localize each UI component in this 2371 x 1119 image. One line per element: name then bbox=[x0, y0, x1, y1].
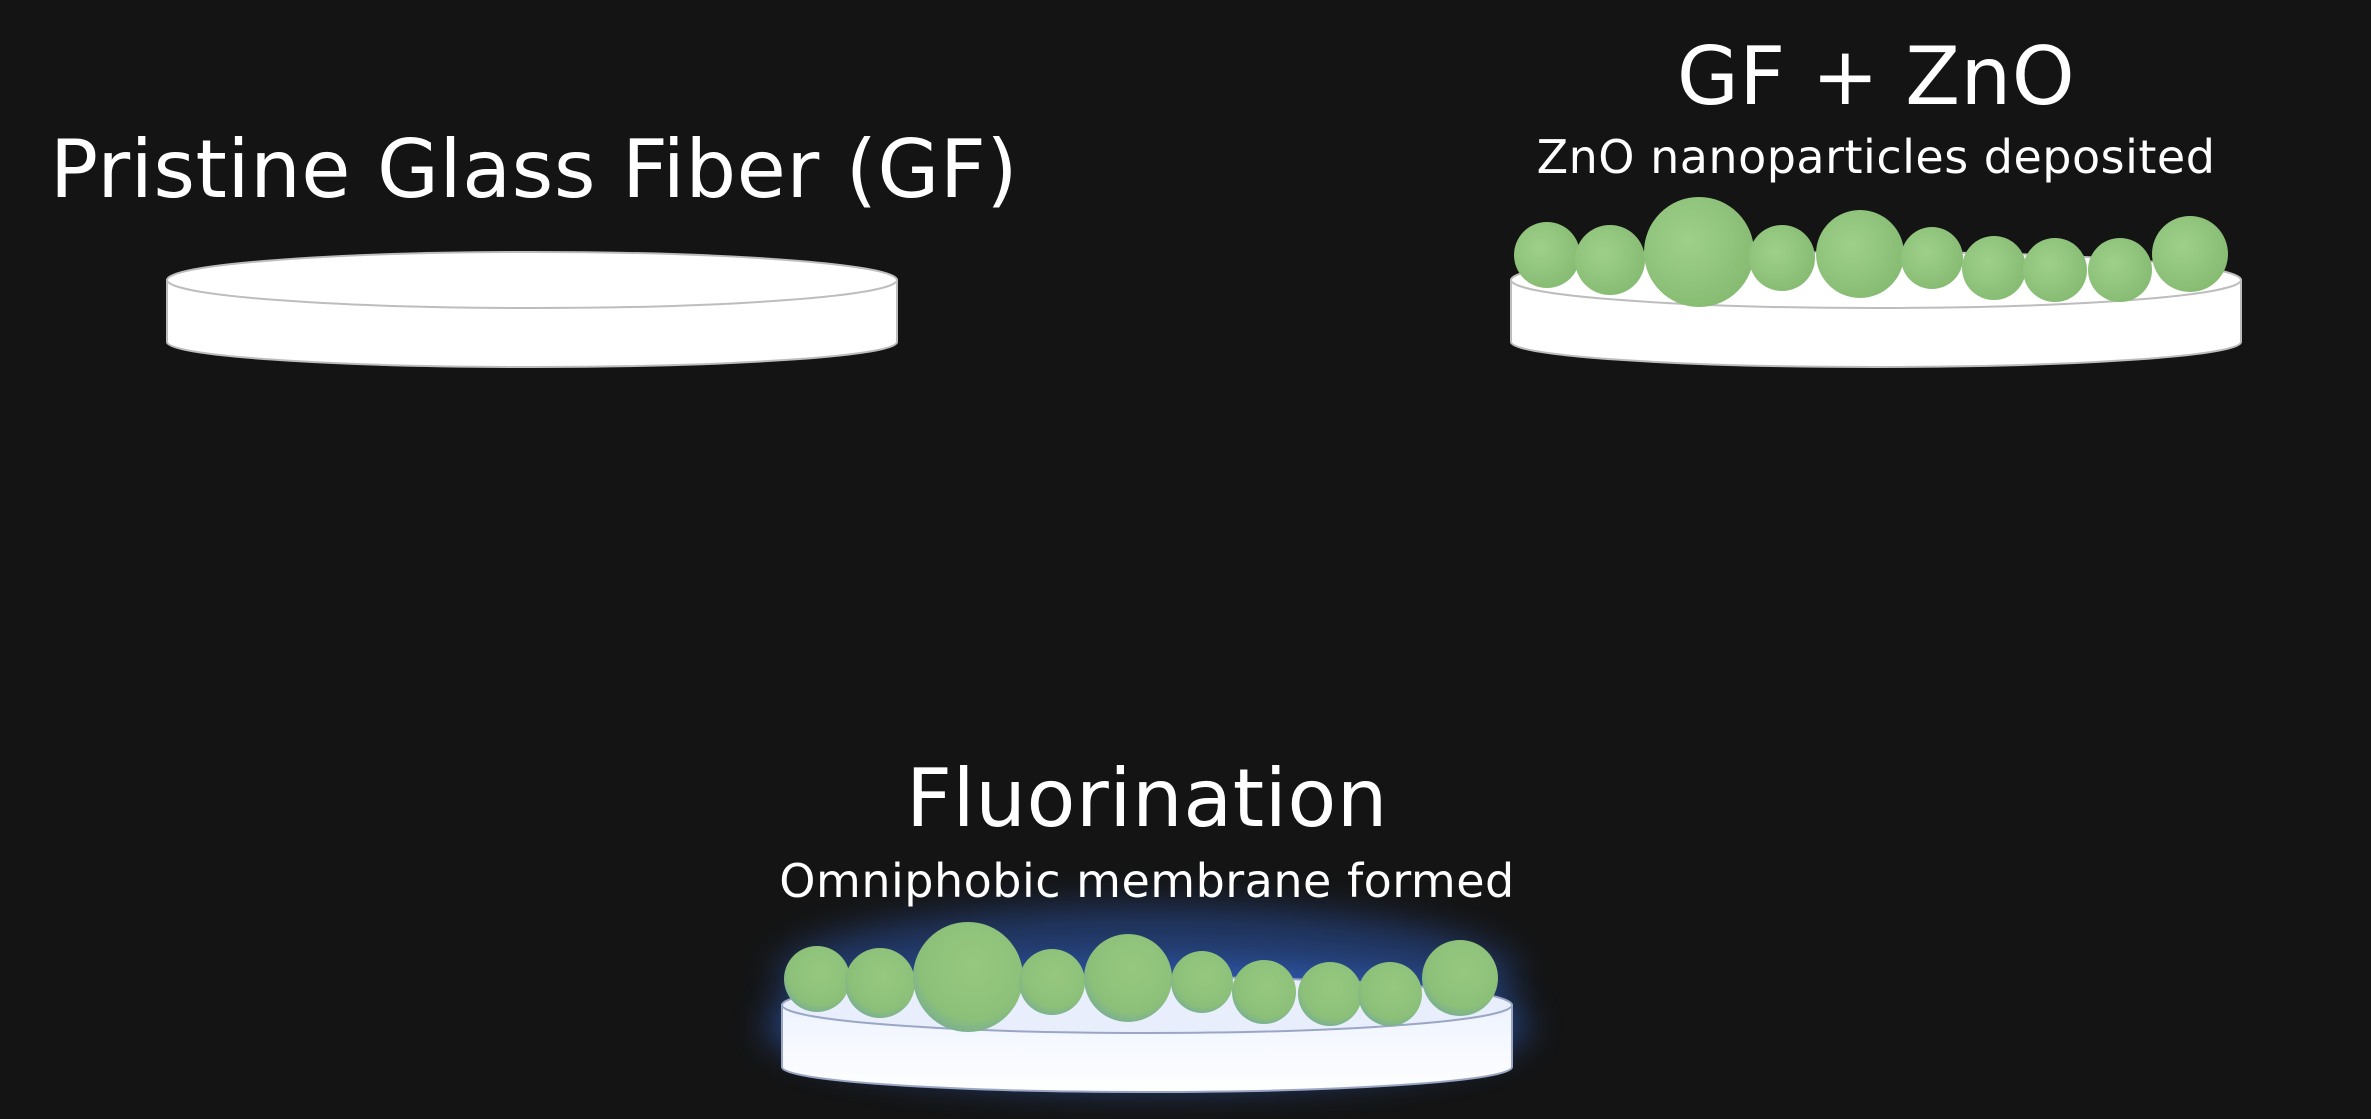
pristine-title: Pristine Glass Fiber (GF) bbox=[49, 123, 1019, 216]
fluorinated-particle bbox=[784, 946, 850, 1012]
fluorinated-particle bbox=[1232, 960, 1296, 1024]
zno-particle bbox=[2023, 238, 2087, 302]
fluorinated-particle bbox=[1171, 951, 1233, 1013]
fluorinated-particle bbox=[1084, 934, 1172, 1022]
zno-particle bbox=[2152, 216, 2228, 292]
fluorinated-particle bbox=[1422, 940, 1498, 1016]
fluorinated-particles bbox=[784, 922, 1498, 1032]
fluorinated-particle bbox=[1019, 949, 1085, 1015]
fluorination-title: Fluorination bbox=[906, 752, 1388, 845]
fluorinated-particle bbox=[845, 948, 915, 1018]
zno-subtitle: ZnO nanoparticles deposited bbox=[1536, 130, 2216, 184]
fluorinated-particle bbox=[1298, 962, 1362, 1026]
zno-particle bbox=[1962, 236, 2026, 300]
fluorination-subtitle: Omniphobic membrane formed bbox=[779, 854, 1515, 908]
zno-particles bbox=[1514, 197, 2228, 307]
zno-particle bbox=[1749, 225, 1815, 291]
zno-particle bbox=[1901, 227, 1963, 289]
zno-particle bbox=[2088, 238, 2152, 302]
zno-particle bbox=[1514, 222, 1580, 288]
fluorinated-particle bbox=[913, 922, 1023, 1032]
fluorinated-particle bbox=[1358, 962, 1422, 1026]
zno-particle bbox=[1575, 225, 1645, 295]
zno-particle bbox=[1816, 210, 1904, 298]
pristine-disk bbox=[166, 251, 898, 368]
zno-title: GF + ZnO bbox=[1676, 30, 2076, 123]
zno-particle bbox=[1644, 197, 1754, 307]
